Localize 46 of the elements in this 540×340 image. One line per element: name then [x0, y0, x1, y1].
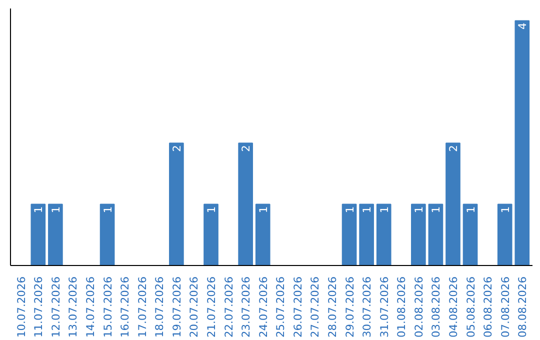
data-label: 1: [412, 206, 426, 214]
x-tick-label: 07.08.2026: [498, 276, 512, 338]
x-tick-label: 25.07.2026: [274, 276, 288, 338]
x-tick-label: 12.07.2026: [49, 276, 62, 338]
x-tick-label: 04.08.2026: [446, 276, 460, 338]
x-tick-label: 23.07.2026: [240, 276, 253, 338]
x-tick-label: 30.07.2026: [360, 276, 374, 338]
data-label: 1: [464, 206, 478, 214]
data-label: 1: [430, 206, 443, 214]
x-tick-label: 08.08.2026: [516, 276, 530, 338]
data-label: 1: [378, 206, 391, 214]
x-tick-label: 14.07.2026: [84, 276, 98, 338]
x-tick-label: 15.07.2026: [101, 276, 114, 338]
data-label: 1: [49, 206, 62, 214]
data-label: 1: [32, 206, 46, 214]
x-tick-label: 03.08.2026: [430, 276, 443, 338]
x-tick-label: 19.07.2026: [170, 276, 184, 338]
x-tick-label: 01.08.2026: [395, 276, 408, 338]
x-tick-label: 02.08.2026: [412, 276, 426, 338]
data-label: 2: [170, 145, 184, 152]
x-tick-label: 22.07.2026: [222, 276, 236, 338]
data-label: 1: [343, 206, 356, 214]
data-label: 2: [240, 145, 253, 152]
x-tick-label: 29.07.2026: [343, 276, 356, 338]
x-tick-label: 05.08.2026: [464, 276, 478, 338]
x-tick-label: 11.07.2026: [32, 276, 46, 338]
data-label: 2: [446, 145, 460, 152]
x-tick-label: 17.07.2026: [136, 276, 149, 338]
x-tick-label: 06.08.2026: [482, 276, 495, 338]
data-label: 4: [516, 22, 530, 30]
data-label: 1: [101, 206, 114, 214]
x-tick-label: 16.07.2026: [118, 276, 132, 338]
x-tick-label: 20.07.2026: [188, 276, 201, 338]
x-tick-label: 28.07.2026: [326, 276, 339, 338]
x-tick-label: 21.07.2026: [205, 276, 218, 338]
x-tick-label: 26.07.2026: [291, 276, 304, 338]
x-tick-label: 24.07.2026: [256, 276, 270, 338]
data-label: 1: [498, 206, 512, 214]
x-tick-label: 27.07.2026: [308, 276, 322, 338]
x-tick-label: 10.07.2026: [14, 276, 28, 338]
data-label: 1: [256, 206, 270, 214]
x-tick-label: 31.07.2026: [378, 276, 391, 338]
x-tick-label: 18.07.2026: [153, 276, 166, 338]
data-label: 1: [360, 206, 374, 214]
data-label: 1: [205, 206, 218, 214]
x-tick-label: 13.07.2026: [66, 276, 80, 338]
